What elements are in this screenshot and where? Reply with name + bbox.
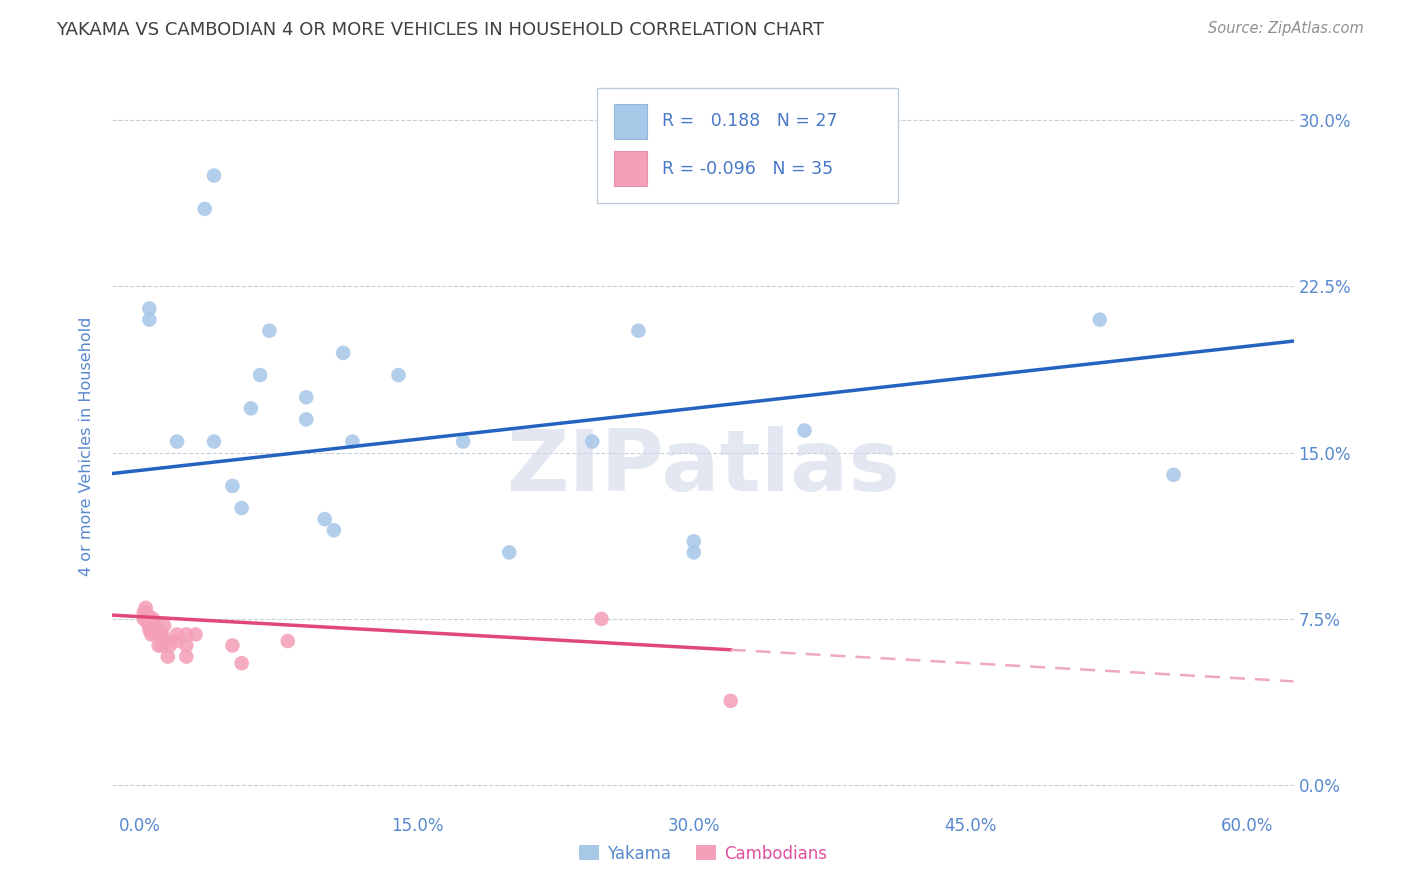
- Text: R =   0.188   N = 27: R = 0.188 N = 27: [662, 112, 837, 129]
- Point: [155, 634, 177, 648]
- Point: [142, 612, 165, 626]
- Point: [132, 605, 155, 619]
- Point: [342, 434, 364, 449]
- Point: [221, 479, 243, 493]
- Point: [184, 627, 207, 641]
- Point: [332, 346, 354, 360]
- Point: [231, 501, 253, 516]
- Point: [135, 612, 157, 626]
- Bar: [614, 103, 648, 139]
- Text: YAKAMA VS CAMBODIAN 4 OR MORE VEHICLES IN HOUSEHOLD CORRELATION CHART: YAKAMA VS CAMBODIAN 4 OR MORE VEHICLES I…: [56, 21, 824, 38]
- Point: [720, 694, 742, 708]
- Legend: Yakama, Cambodians: Yakama, Cambodians: [572, 838, 834, 869]
- Point: [138, 616, 160, 631]
- Point: [239, 401, 262, 416]
- Point: [150, 639, 173, 653]
- Point: [231, 657, 253, 671]
- Point: [138, 609, 160, 624]
- Point: [1088, 312, 1111, 326]
- Point: [174, 649, 197, 664]
- Point: [138, 623, 160, 637]
- Text: ZIPatlas: ZIPatlas: [506, 426, 900, 509]
- Bar: [614, 152, 648, 186]
- Point: [135, 605, 157, 619]
- Text: R = -0.096   N = 35: R = -0.096 N = 35: [662, 160, 832, 178]
- Point: [249, 368, 271, 382]
- Point: [591, 612, 613, 626]
- Point: [202, 434, 225, 449]
- Point: [323, 523, 346, 537]
- Point: [581, 434, 603, 449]
- Point: [314, 512, 336, 526]
- Point: [150, 627, 173, 641]
- Point: [174, 627, 197, 641]
- Point: [148, 639, 170, 653]
- Point: [295, 412, 318, 426]
- Point: [142, 618, 165, 632]
- Point: [156, 649, 179, 664]
- Text: Source: ZipAtlas.com: Source: ZipAtlas.com: [1208, 21, 1364, 36]
- Point: [136, 609, 159, 624]
- Point: [146, 623, 169, 637]
- Point: [141, 627, 163, 641]
- Point: [166, 627, 188, 641]
- Point: [143, 618, 166, 632]
- Point: [148, 627, 170, 641]
- Point: [221, 639, 243, 653]
- Point: [498, 545, 520, 559]
- Point: [682, 545, 704, 559]
- Point: [295, 390, 318, 404]
- FancyBboxPatch shape: [596, 87, 898, 203]
- Point: [159, 639, 181, 653]
- Point: [194, 202, 217, 216]
- Point: [138, 301, 160, 316]
- Y-axis label: 4 or more Vehicles in Household: 4 or more Vehicles in Household: [79, 317, 94, 575]
- Point: [1163, 467, 1185, 482]
- Point: [136, 616, 159, 631]
- Point: [138, 312, 160, 326]
- Point: [682, 534, 704, 549]
- Point: [202, 169, 225, 183]
- Point: [387, 368, 409, 382]
- Point: [153, 618, 176, 632]
- Point: [277, 634, 299, 648]
- Point: [166, 634, 188, 648]
- Point: [143, 627, 166, 641]
- Point: [135, 600, 157, 615]
- Point: [166, 434, 188, 449]
- Point: [174, 639, 197, 653]
- Point: [451, 434, 474, 449]
- Point: [627, 324, 650, 338]
- Point: [793, 424, 815, 438]
- Point: [132, 612, 155, 626]
- Point: [259, 324, 281, 338]
